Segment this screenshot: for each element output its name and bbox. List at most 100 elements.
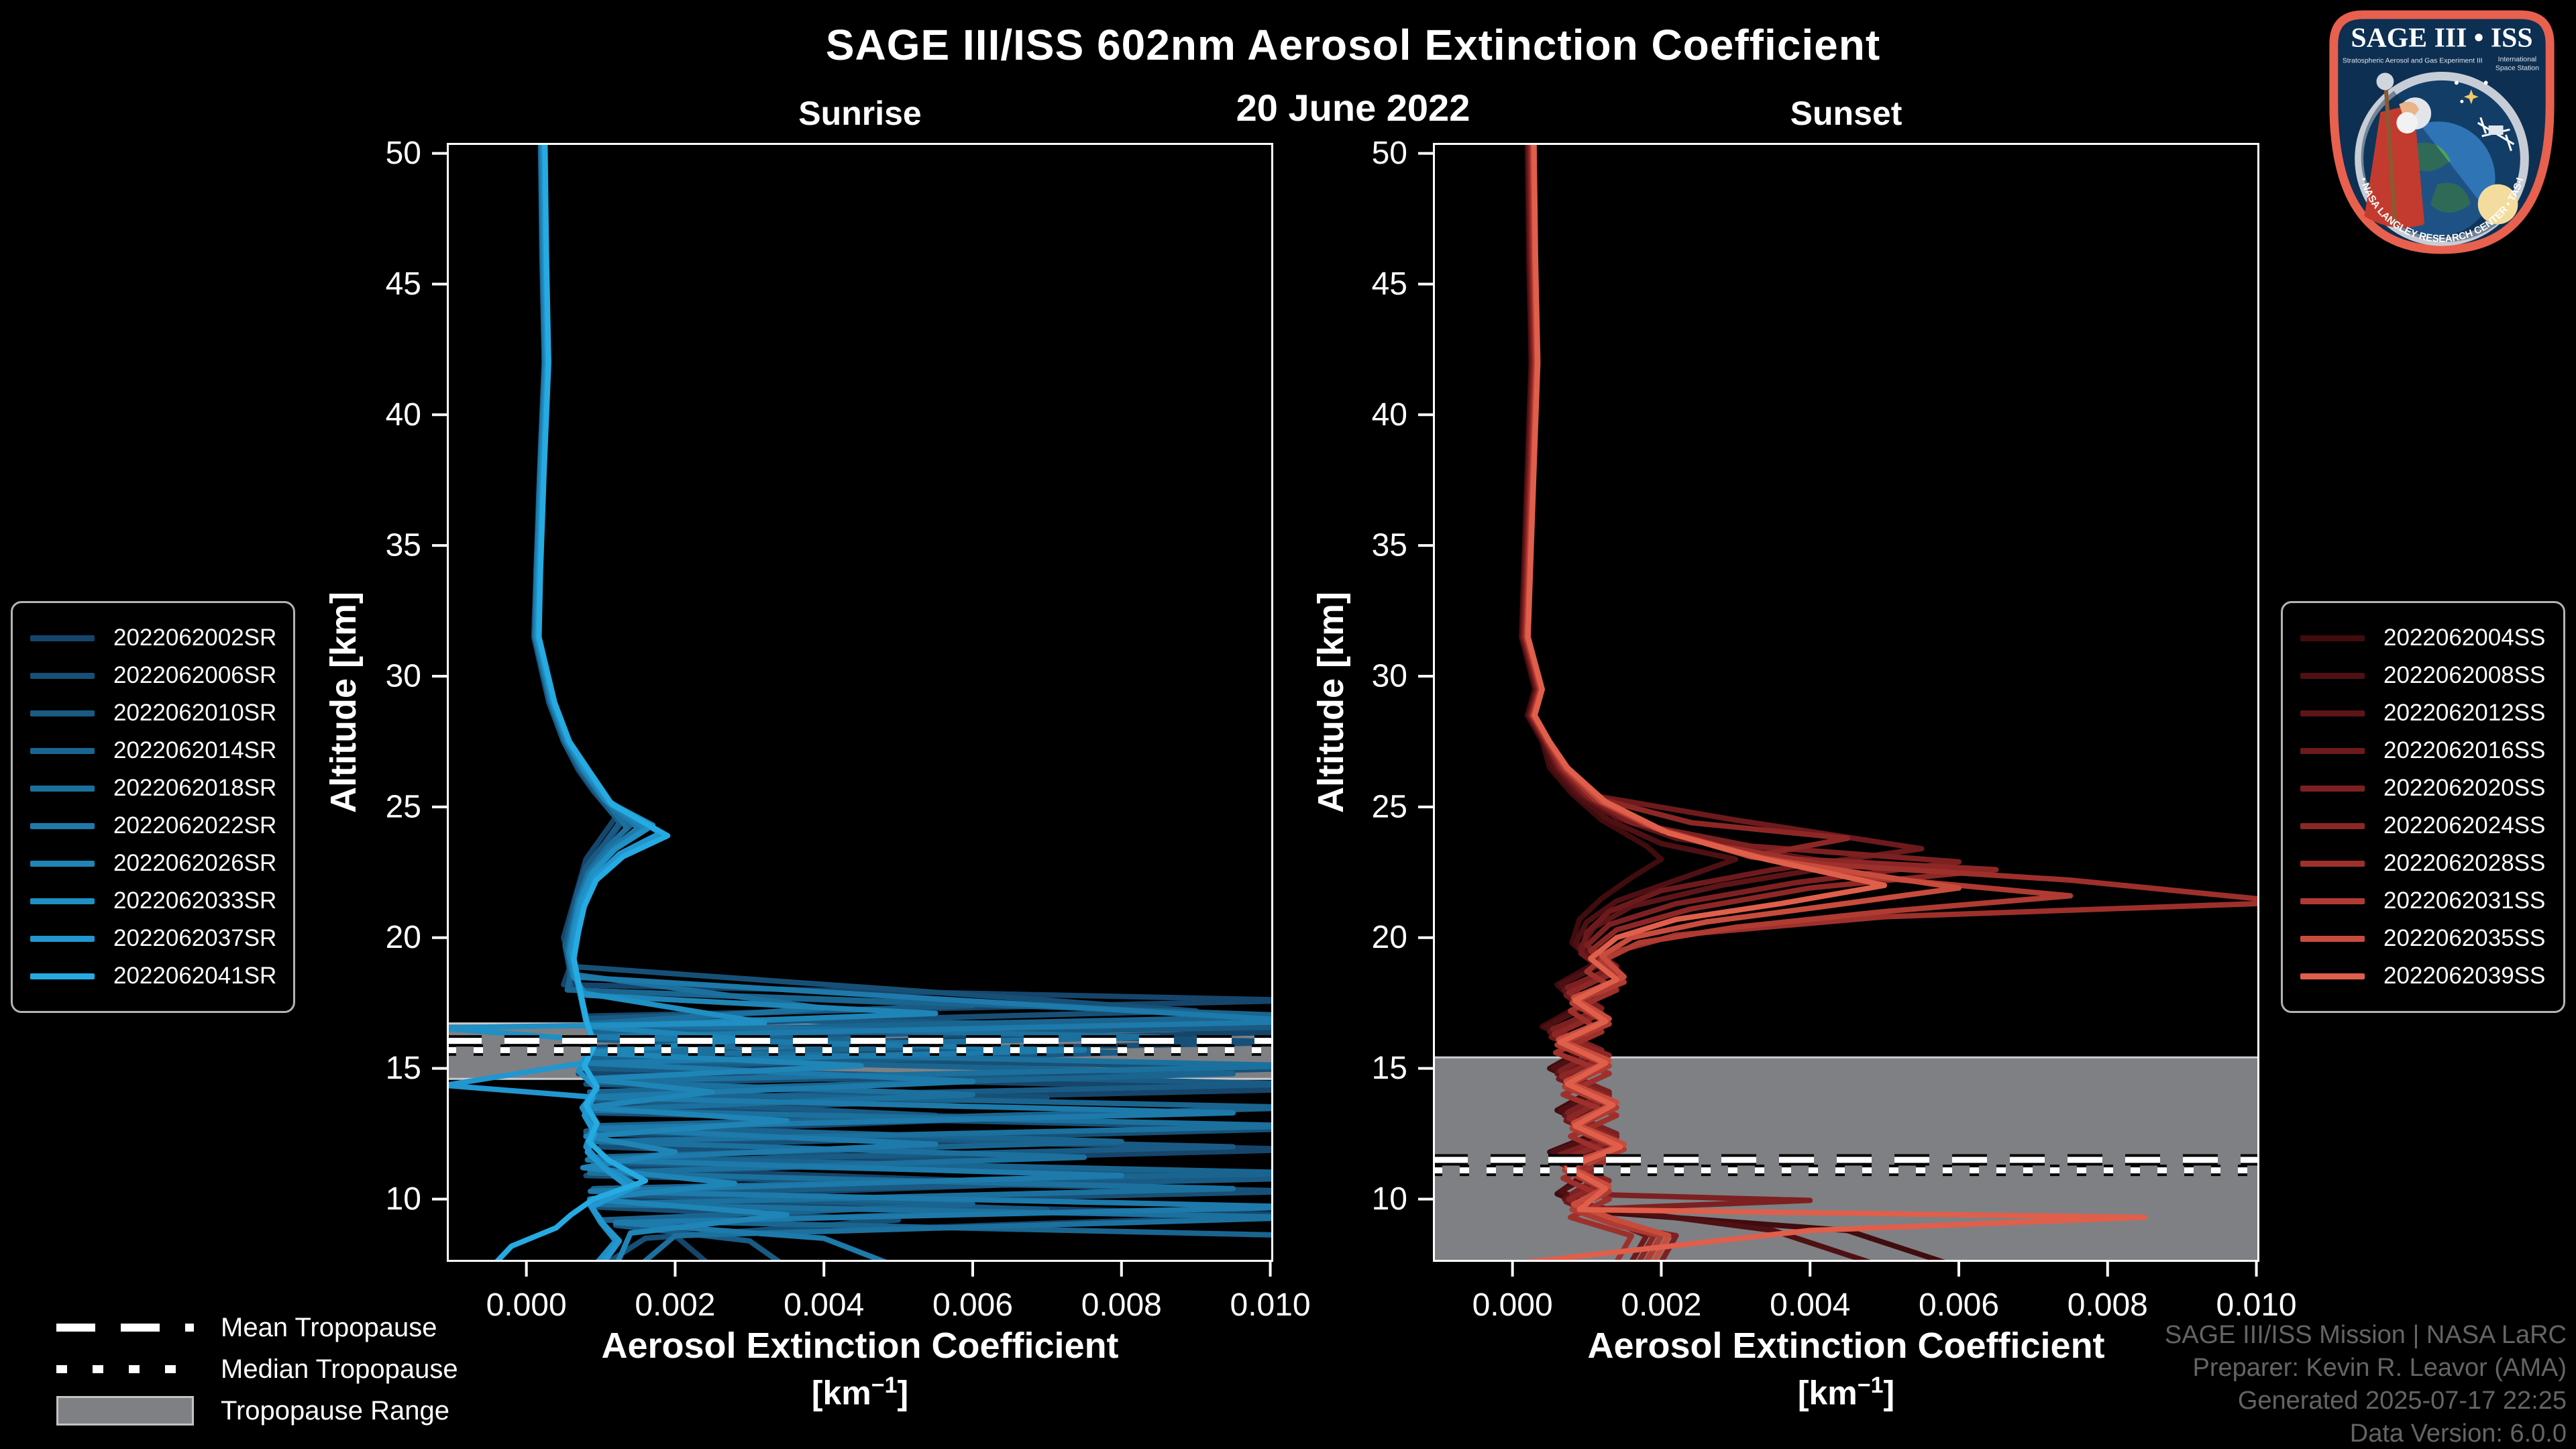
credits-data-version: Data Version: 6.0.0: [2349, 1419, 2567, 1448]
logo-iss: [2477, 117, 2515, 152]
sunrise-ytick-15: 15: [386, 1051, 421, 1086]
sunrise-plot-svg: 50 45 40 35 30 25 20 15 10 0.000 0.002 0.004 0.006 0.…: [386, 136, 1311, 1323]
logo-wizard: [2364, 72, 2425, 228]
sunset-ytick-45: 45: [1372, 266, 1407, 302]
sunset-xtick-0.006: 0.006: [1919, 1287, 1999, 1323]
legend-swatch-2022062031SS: [2300, 898, 2365, 904]
sunrise-ytick-10: 10: [386, 1181, 421, 1217]
legend-item-2022062028SS: 2022062028SS: [2300, 845, 2546, 882]
sunset-ytick-15: 15: [1372, 1051, 1407, 1086]
sunset-ytick-40: 40: [1372, 397, 1407, 433]
logo-stars: [2454, 80, 2488, 105]
legend-label-2022062016SS: 2022062016SS: [2383, 737, 2546, 763]
legend-label-2022062022SR: 2022062022SR: [113, 812, 277, 839]
legend-label-2022062037SR: 2022062037SR: [113, 925, 277, 951]
mean-tropopause-legend-item: Mean Tropopause: [56, 1307, 458, 1348]
legend-item-2022062022SR: 2022062022SR: [30, 807, 276, 845]
sunset-xtick-0.008: 0.008: [2068, 1287, 2148, 1323]
sunrise-ytick-50: 50: [386, 136, 421, 171]
sunrise-plot: 50 45 40 35 30 25 20 15 10 0.000 0.002 0.004 0.006 0.…: [386, 136, 1311, 1323]
sunrise-ytick-45: 45: [386, 266, 421, 302]
median-tropopause-dot-icon: [56, 1365, 194, 1373]
sunset-xtick-0.010: 0.010: [2216, 1287, 2297, 1323]
legend-label-2022062014SR: 2022062014SR: [113, 737, 277, 763]
legend-item-2022062026SR: 2022062026SR: [30, 845, 276, 882]
legend-swatch-2022062014SR: [30, 747, 95, 754]
legend-label-2022062039SS: 2022062039SS: [2383, 963, 2546, 989]
tropopause-legend: Mean Tropopause Median Tropopause Tropop…: [56, 1307, 458, 1432]
sunset-xtick-0.004: 0.004: [1770, 1287, 1850, 1323]
legend-swatch-2022062004SS: [2300, 635, 2365, 641]
mean-tropopause-dash-icon: [56, 1324, 194, 1332]
legend-label-2022062008SS: 2022062008SS: [2383, 662, 2546, 688]
sunset-x-axis-unit: [km−1]: [1797, 1373, 1895, 1412]
logo-subtitle-right-2: Space Station: [2496, 64, 2539, 72]
legend-swatch-2022062035SS: [2300, 935, 2365, 942]
legend-item-2022062002SR: 2022062002SR: [30, 619, 276, 657]
median-tropopause-label: Median Tropopause: [221, 1354, 458, 1384]
legend-item-2022062016SS: 2022062016SS: [2300, 732, 2546, 769]
sunrise-xtick-0.010: 0.010: [1230, 1287, 1311, 1323]
sunset-legend: 2022062004SS 2022062008SS 2022062012SS 2022…: [2281, 601, 2565, 1013]
sunrise-ytick-35: 35: [386, 528, 421, 564]
sunrise-legend: 2022062002SR 2022062006SR 2022062010SR 2022…: [11, 601, 295, 1013]
legend-item-2022062031SS: 2022062031SS: [2300, 882, 2546, 920]
sunset-xtick-0.002: 0.002: [1621, 1287, 1701, 1323]
logo-subtitle-left: Stratospheric Aerosol and Gas Experiment…: [2343, 58, 2483, 65]
mean-tropopause-label: Mean Tropopause: [221, 1312, 437, 1342]
legend-swatch-2022062018SR: [30, 785, 95, 792]
sunset-ytick-35: 35: [1372, 528, 1407, 564]
legend-label-2022062020SS: 2022062020SS: [2383, 775, 2546, 801]
sunset-ytick-10: 10: [1372, 1181, 1407, 1217]
sunset-plot-svg: 50 45 40 35 30 25 20 15 10 0.000 0.002 0.004 0.006 0.…: [1372, 136, 2297, 1323]
legend-swatch-2022062016SS: [2300, 747, 2365, 754]
sunset-y-axis-label: Altitude [km]: [1311, 592, 1351, 813]
sunrise-panel-title: Sunrise: [798, 95, 922, 132]
legend-item-2022062012SS: 2022062012SS: [2300, 694, 2546, 732]
sunrise-xtick-0.002: 0.002: [635, 1287, 715, 1323]
legend-item-2022062037SR: 2022062037SR: [30, 920, 276, 957]
legend-item-2022062024SS: 2022062024SS: [2300, 807, 2546, 845]
legend-label-2022062041SR: 2022062041SR: [113, 963, 277, 989]
sunrise-plot-frame: [447, 143, 1273, 1262]
legend-item-2022062039SS: 2022062039SS: [2300, 957, 2546, 995]
legend-item-2022062006SR: 2022062006SR: [30, 657, 276, 694]
legend-label-2022062024SS: 2022062024SS: [2383, 812, 2546, 839]
legend-label-2022062031SS: 2022062031SS: [2383, 888, 2546, 914]
legend-label-2022062010SR: 2022062010SR: [113, 700, 277, 726]
sunset-x-axis-label: Aerosol Extinction Coefficient: [1587, 1326, 2105, 1366]
legend-swatch-2022062008SS: [2300, 672, 2365, 679]
legend-label-2022062033SR: 2022062033SR: [113, 888, 277, 914]
sunrise-x-axis-unit: [km−1]: [811, 1373, 909, 1412]
logo-title: SAGE III • ISS: [2351, 23, 2532, 54]
sunset-plot: 50 45 40 35 30 25 20 15 10 0.000 0.002 0.004 0.006 0.…: [1372, 136, 2297, 1323]
figure-date: 20 June 2022: [1236, 87, 1470, 129]
legend-swatch-2022062010SR: [30, 710, 95, 716]
credits-mission: SAGE III/ISS Mission | NASA LaRC: [2164, 1321, 2567, 1349]
page-title: SAGE III/ISS 602nm Aerosol Extinction Co…: [825, 21, 1881, 69]
legend-item-2022062041SR: 2022062041SR: [30, 957, 276, 995]
legend-swatch-2022062033SR: [30, 898, 95, 904]
credits-preparer: Preparer: Kevin R. Leavor (AMA): [2192, 1354, 2567, 1382]
sunrise-y-axis-label: Altitude [km]: [323, 592, 364, 813]
sunrise-ytick-25: 25: [386, 789, 421, 824]
legend-label-2022062012SS: 2022062012SS: [2383, 700, 2546, 726]
tropopause-range-label: Tropopause Range: [221, 1395, 449, 1426]
sage-iss-logo: SAGE III • ISS Stratospheric Aerosol and…: [2313, 4, 2555, 254]
tropopause-range-swatch: [56, 1396, 194, 1426]
median-tropopause-legend-item: Median Tropopause: [56, 1348, 458, 1390]
credits-generated: Generated 2025-07-17 22:25: [2237, 1387, 2567, 1415]
sunrise-ytick-20: 20: [386, 920, 421, 955]
legend-item-2022062035SS: 2022062035SS: [2300, 920, 2546, 957]
logo-subtitle-right-1: International: [2498, 56, 2536, 64]
legend-swatch-2022062026SR: [30, 860, 95, 867]
legend-swatch-2022062037SR: [30, 935, 95, 942]
legend-item-2022062033SR: 2022062033SR: [30, 882, 276, 920]
legend-label-2022062028SS: 2022062028SS: [2383, 850, 2546, 876]
legend-swatch-2022062022SR: [30, 822, 95, 829]
legend-label-2022062018SR: 2022062018SR: [113, 775, 277, 801]
legend-label-2022062026SR: 2022062026SR: [113, 850, 277, 876]
legend-item-2022062004SS: 2022062004SS: [2300, 619, 2546, 657]
sunrise-x-axis-label: Aerosol Extinction Coefficient: [601, 1326, 1119, 1366]
